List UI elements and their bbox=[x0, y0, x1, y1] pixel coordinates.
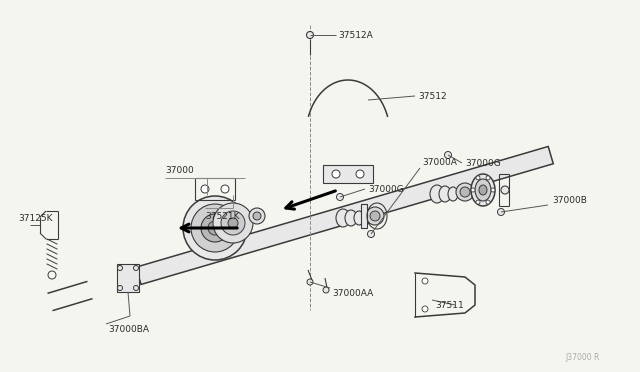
Polygon shape bbox=[323, 165, 373, 183]
Text: 37000A: 37000A bbox=[422, 157, 457, 167]
Circle shape bbox=[445, 151, 451, 158]
Polygon shape bbox=[136, 147, 553, 285]
Circle shape bbox=[422, 278, 428, 284]
Ellipse shape bbox=[354, 211, 364, 225]
Ellipse shape bbox=[479, 185, 487, 195]
Circle shape bbox=[497, 208, 504, 215]
Ellipse shape bbox=[345, 210, 357, 226]
Text: 37521K: 37521K bbox=[205, 212, 239, 221]
Circle shape bbox=[118, 285, 122, 291]
Circle shape bbox=[471, 188, 475, 192]
Circle shape bbox=[356, 170, 364, 178]
Circle shape bbox=[476, 200, 480, 204]
Circle shape bbox=[307, 32, 314, 38]
Ellipse shape bbox=[471, 174, 495, 206]
Circle shape bbox=[307, 279, 313, 285]
Text: 37125K: 37125K bbox=[18, 214, 52, 222]
Circle shape bbox=[486, 200, 490, 204]
Circle shape bbox=[134, 266, 138, 270]
Text: 37000: 37000 bbox=[165, 166, 194, 174]
Circle shape bbox=[501, 186, 509, 194]
Polygon shape bbox=[117, 264, 139, 292]
Circle shape bbox=[456, 183, 474, 201]
Circle shape bbox=[422, 306, 428, 312]
Ellipse shape bbox=[336, 209, 350, 227]
Circle shape bbox=[460, 187, 470, 197]
Ellipse shape bbox=[439, 186, 451, 202]
Ellipse shape bbox=[475, 179, 491, 201]
Circle shape bbox=[201, 214, 229, 242]
Text: 37511: 37511 bbox=[435, 301, 464, 311]
Circle shape bbox=[183, 196, 247, 260]
Ellipse shape bbox=[363, 212, 371, 224]
Text: 37000G: 37000G bbox=[465, 158, 500, 167]
Text: 37000B: 37000B bbox=[552, 196, 587, 205]
Polygon shape bbox=[361, 204, 367, 228]
Circle shape bbox=[332, 170, 340, 178]
Circle shape bbox=[366, 207, 384, 225]
Circle shape bbox=[221, 185, 229, 193]
Circle shape bbox=[370, 211, 380, 221]
Circle shape bbox=[367, 231, 374, 237]
Text: J37000 R: J37000 R bbox=[566, 353, 600, 362]
Circle shape bbox=[208, 221, 222, 235]
Text: 37000AA: 37000AA bbox=[332, 289, 373, 298]
Text: 37000BA: 37000BA bbox=[108, 326, 149, 334]
Circle shape bbox=[491, 188, 495, 192]
Ellipse shape bbox=[430, 185, 444, 203]
Text: 37512: 37512 bbox=[418, 92, 447, 100]
Text: 37000G: 37000G bbox=[368, 185, 404, 193]
Circle shape bbox=[228, 218, 238, 228]
Circle shape bbox=[213, 203, 253, 243]
Circle shape bbox=[118, 266, 122, 270]
Circle shape bbox=[337, 193, 344, 201]
Text: 37512A: 37512A bbox=[338, 31, 372, 39]
Circle shape bbox=[253, 212, 261, 220]
Circle shape bbox=[249, 208, 265, 224]
Circle shape bbox=[191, 204, 239, 252]
Circle shape bbox=[486, 176, 490, 180]
Ellipse shape bbox=[448, 187, 458, 201]
Circle shape bbox=[134, 285, 138, 291]
Circle shape bbox=[323, 287, 329, 293]
Circle shape bbox=[201, 185, 209, 193]
Circle shape bbox=[221, 211, 245, 235]
Circle shape bbox=[476, 176, 480, 180]
